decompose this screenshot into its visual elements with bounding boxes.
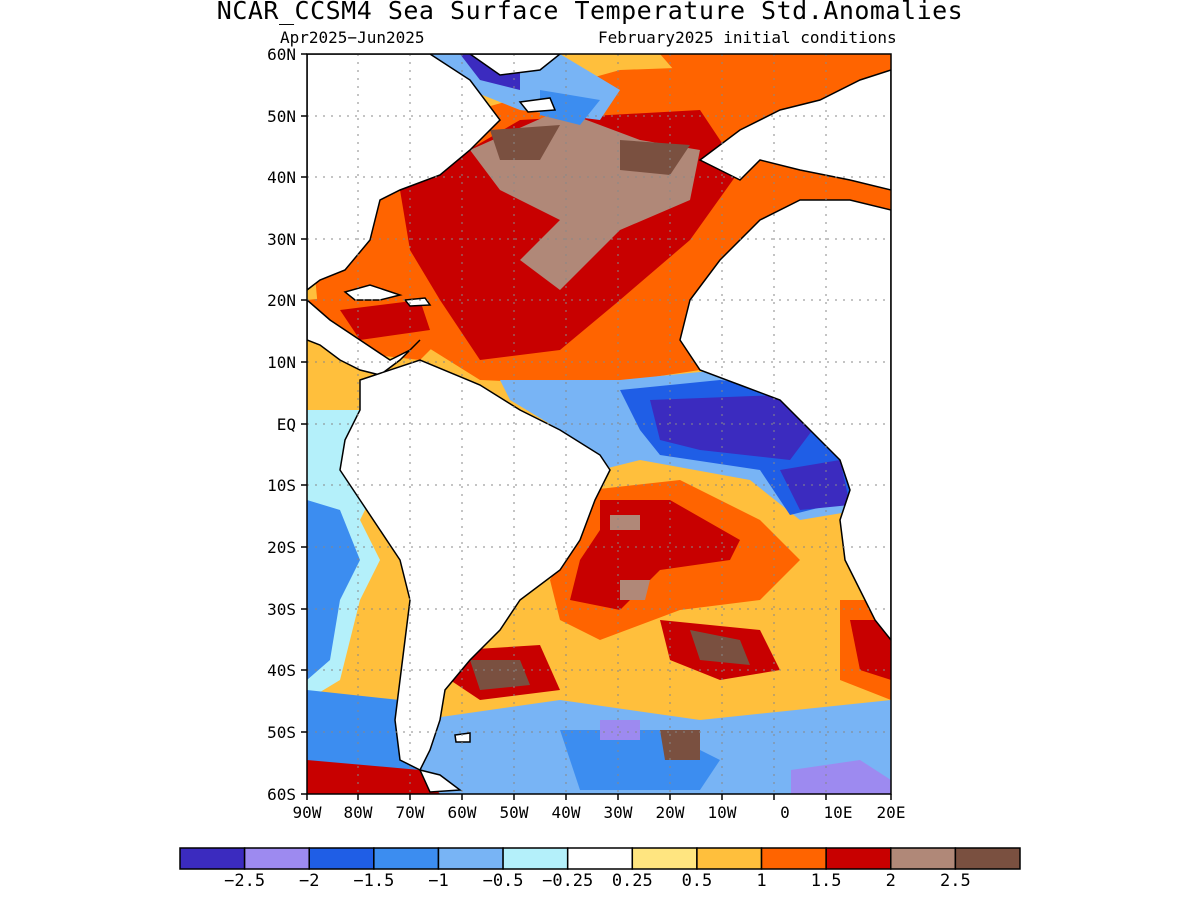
axis-ticks [301,53,892,800]
land-masses [307,54,891,793]
graticule [307,54,891,794]
legend-label: 0.25 [611,871,653,891]
lat-label-60s: 60S [267,785,296,804]
legend-swatch [243,847,310,870]
lon-label-40w: 40W [551,803,581,822]
legend-swatch [308,847,375,870]
map-title: NCAR_CCSM4 Sea Surface Temperature Std.A… [216,0,964,25]
legend-label: 1 [756,871,767,891]
lat-label-20n: 20N [267,291,296,310]
legend-label: −0.25 [542,871,594,891]
legend-swatch [696,847,763,870]
forecast-period: Apr2025−Jun2025 [280,28,425,47]
lon-label-10w: 10W [707,803,737,822]
lon-label-20e: 20E [876,803,906,822]
legend-label: −0.5 [482,871,524,891]
legend-swatch [179,847,246,870]
lon-label-80w: 80W [343,803,373,822]
lat-label-40n: 40N [267,168,296,187]
lat-label-50n: 50N [267,107,296,126]
lat-label-10s: 10S [267,476,296,495]
lon-label-70w: 70W [395,803,425,822]
lat-label-40s: 40S [267,661,296,680]
legend-label: 2 [885,871,896,891]
lat-label-30n: 30N [267,230,296,249]
lat-label-60n: 60N [267,45,296,64]
legend-swatch [825,847,892,870]
legend-swatch [954,847,1021,870]
legend-swatch [437,847,504,870]
color-legend [179,847,1021,870]
legend-label: 2.5 [940,871,971,891]
legend-swatch [566,847,634,870]
legend-swatch [373,847,440,870]
legend-label: 1.5 [810,871,842,891]
lat-label-eq: EQ [276,415,296,434]
legend-label: −1 [428,871,449,891]
lat-label-50s: 50S [267,723,296,742]
lon-label-90w: 90W [292,803,322,822]
legend-swatch [760,847,827,870]
lon-label-10e: 10E [823,803,853,822]
lon-label-20w: 20W [655,803,685,822]
legend-label: −2 [298,871,320,891]
legend-label: −1.5 [353,871,395,891]
legend-swatch [502,847,569,870]
lat-label-10n: 10N [267,353,296,372]
lon-label-50w: 50W [499,803,529,822]
legend-label: 0.5 [681,871,713,891]
initial-conditions: February2025 initial conditions [598,28,897,47]
lon-label-30w: 30W [603,803,633,822]
lon-label-0: 0 [780,803,790,822]
lat-label-20s: 20S [267,538,296,557]
lat-label-30s: 30S [267,600,296,619]
legend-label: −2.5 [224,871,266,891]
legend-swatch [890,847,957,870]
legend-swatch [631,847,698,870]
lon-label-60w: 60W [447,803,477,822]
